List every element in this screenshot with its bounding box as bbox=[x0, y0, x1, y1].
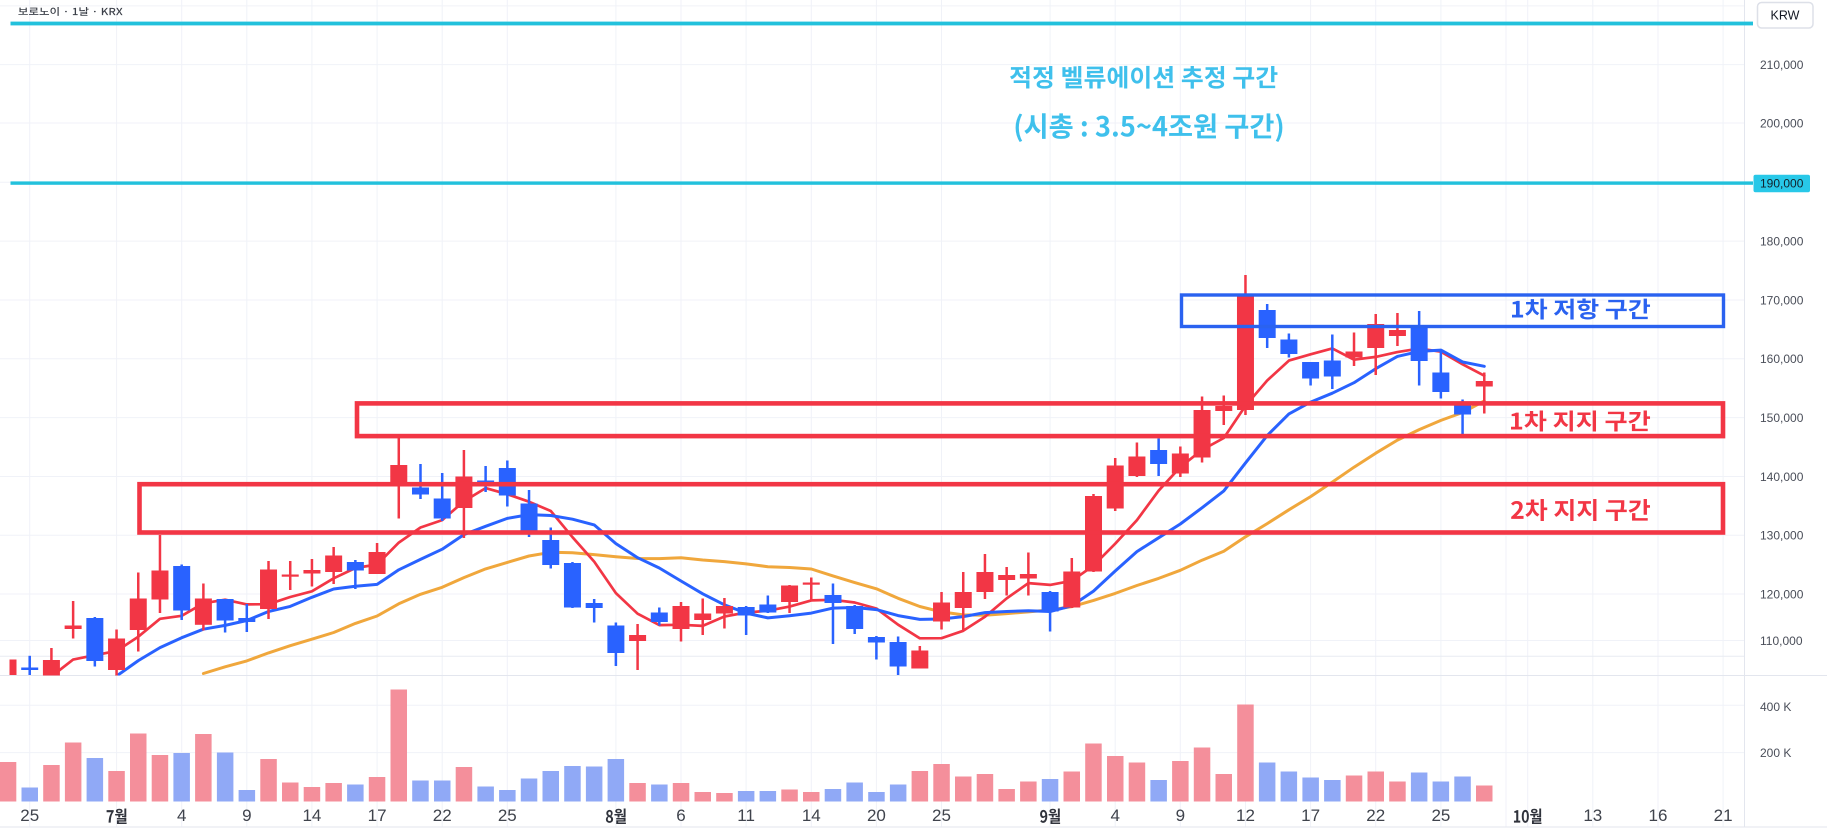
svg-text:12: 12 bbox=[1236, 806, 1255, 825]
svg-text:25: 25 bbox=[20, 806, 39, 825]
svg-text:22: 22 bbox=[1366, 806, 1385, 825]
svg-text:400 K: 400 K bbox=[1760, 700, 1791, 714]
svg-text:160,000: 160,000 bbox=[1760, 352, 1804, 366]
svg-text:200,000: 200,000 bbox=[1760, 116, 1804, 130]
svg-text:170,000: 170,000 bbox=[1760, 293, 1804, 307]
svg-text:110,000: 110,000 bbox=[1760, 634, 1803, 648]
svg-text:120,000: 120,000 bbox=[1760, 587, 1804, 601]
svg-text:140,000: 140,000 bbox=[1760, 470, 1804, 484]
svg-text:4: 4 bbox=[177, 806, 186, 825]
svg-text:17: 17 bbox=[1301, 806, 1320, 825]
svg-text:130,000: 130,000 bbox=[1760, 529, 1804, 543]
svg-text:190,000: 190,000 bbox=[1760, 177, 1804, 191]
svg-text:4: 4 bbox=[1110, 806, 1119, 825]
svg-text:17: 17 bbox=[368, 806, 387, 825]
svg-text:150,000: 150,000 bbox=[1760, 411, 1804, 425]
svg-text:16: 16 bbox=[1649, 806, 1668, 825]
svg-text:14: 14 bbox=[302, 806, 321, 825]
svg-text:210,000: 210,000 bbox=[1760, 58, 1804, 72]
svg-text:20: 20 bbox=[867, 806, 886, 825]
svg-text:25: 25 bbox=[498, 806, 517, 825]
svg-text:180,000: 180,000 bbox=[1760, 234, 1804, 248]
svg-text:9: 9 bbox=[242, 806, 251, 825]
svg-text:21: 21 bbox=[1714, 806, 1733, 825]
svg-text:6: 6 bbox=[676, 806, 685, 825]
svg-text:9: 9 bbox=[1176, 806, 1185, 825]
svg-text:25: 25 bbox=[932, 806, 951, 825]
svg-text:200 K: 200 K bbox=[1760, 746, 1791, 760]
svg-text:25: 25 bbox=[1431, 806, 1450, 825]
svg-text:KRW: KRW bbox=[1771, 9, 1800, 23]
svg-text:11: 11 bbox=[737, 806, 755, 825]
svg-text:14: 14 bbox=[802, 806, 821, 825]
svg-text:13: 13 bbox=[1583, 806, 1602, 825]
svg-text:22: 22 bbox=[433, 806, 452, 825]
